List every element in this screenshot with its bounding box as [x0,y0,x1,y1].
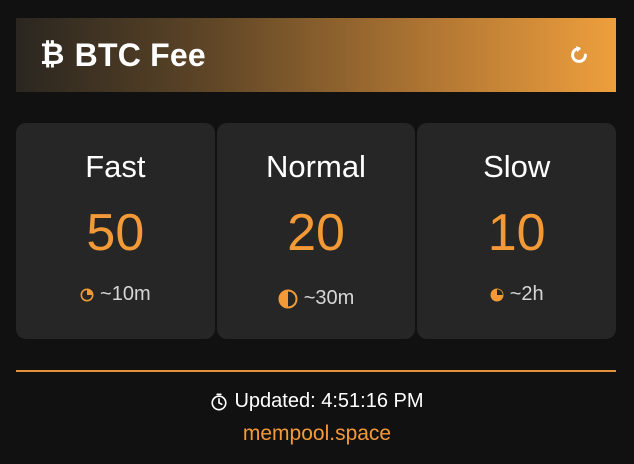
header-bar: ₿ BTC Fee [16,18,616,92]
clock-pie-three-quarter-icon [490,288,504,302]
stopwatch-icon [210,393,228,411]
fee-time: ~10m [100,283,151,305]
fee-time-row: ~10m [16,283,215,306]
refresh-button[interactable] [566,42,592,68]
fee-label: Slow [483,149,551,184]
fee-time: ~30m [303,287,355,309]
fee-value: 10 [487,204,546,262]
fee-card-normal: Normal 20 ~30m [216,123,416,339]
clock-pie-quarter-icon [80,288,94,302]
footer-divider [16,370,616,372]
fee-cards: Fast 50 ~10m Normal 20 [16,123,617,339]
fee-time-row: ~2h [417,283,616,306]
clock-pie-half-icon [278,289,298,309]
fee-value: 20 [287,204,345,262]
source-link[interactable]: mempool.space [242,422,392,445]
updated-row: Updated: 4:51:16 PM [0,390,634,413]
refresh-icon [571,45,587,63]
fee-value: 50 [86,204,145,262]
fee-card-fast: Fast 50 ~10m [16,123,215,339]
fee-time: ~2h [509,283,544,305]
fee-label: Fast [85,149,146,184]
fee-time-row: ~30m [217,287,416,310]
fee-card-slow: Slow 10 ~2h [417,123,617,339]
widget-title: BTC Fee [74,36,206,73]
updated-timestamp: Updated: 4:51:16 PM [234,390,424,412]
bitcoin-icon: ₿ [40,38,65,71]
header-title-group: ₿ BTC Fee [40,37,206,74]
fee-label: Normal [266,149,366,184]
